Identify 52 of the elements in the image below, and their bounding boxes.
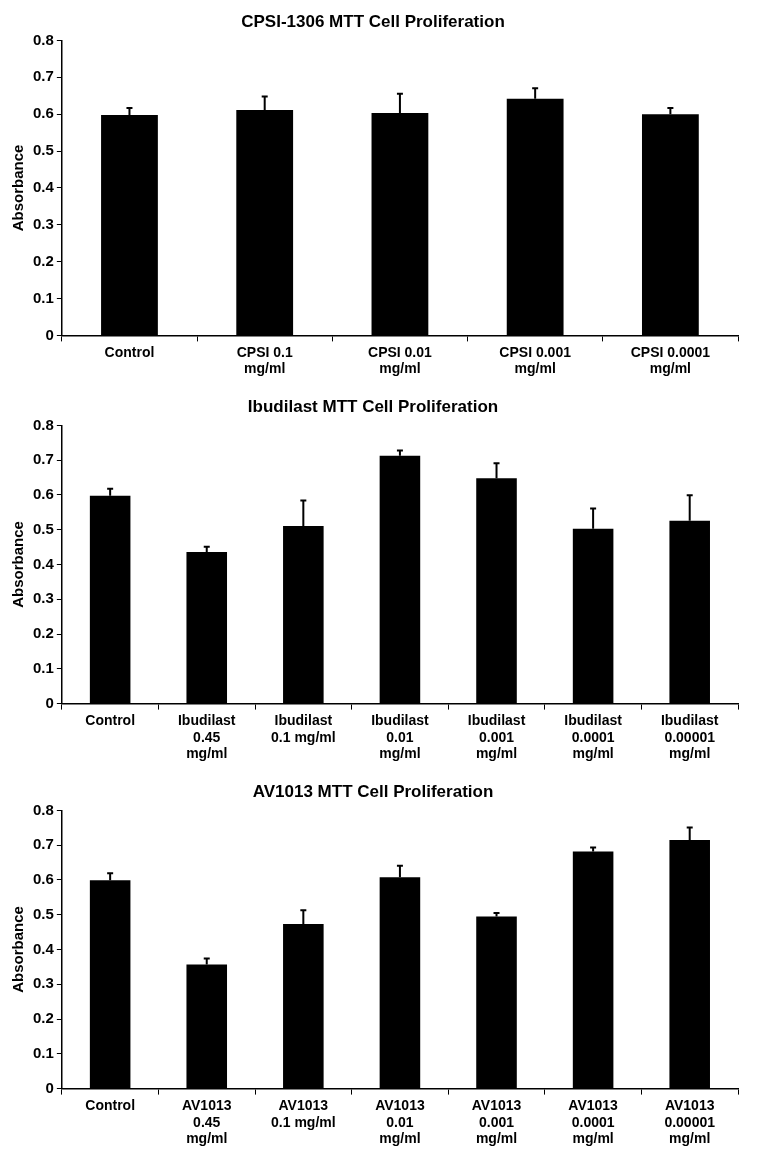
y-tick-label: 0.1 xyxy=(32,658,54,676)
x-tick-label: Ibudilast 0.01 mg/ml xyxy=(371,711,430,762)
y-tick-label: 0.7 xyxy=(32,67,54,85)
y-tick-label: 0.5 xyxy=(32,904,54,922)
x-tick-label: Ibudilast 0.45 mg/ml xyxy=(177,711,236,762)
y-tick-label: 0.8 xyxy=(32,30,54,48)
y-tick-label: 0.4 xyxy=(32,554,55,572)
y-tick-label: 0.6 xyxy=(32,104,54,122)
y-tick-label: 0.6 xyxy=(32,485,54,503)
chart-title: AV1013 MTT Cell Proliferation xyxy=(252,781,494,801)
y-tick-label: 0.7 xyxy=(32,835,54,853)
y-tick-label: 0.1 xyxy=(32,1043,54,1061)
y-tick-label: 0.3 xyxy=(32,589,54,607)
x-tick-label: AV1013 0.0001 mg/ml xyxy=(568,1096,619,1147)
x-tick-label: CPSI 0.0001 mg/ml xyxy=(630,343,711,377)
y-tick-label: 0.2 xyxy=(32,251,54,269)
x-tick-label: CPSI 0.001 mg/ml xyxy=(499,343,572,377)
y-tick-label: 0.3 xyxy=(32,974,54,992)
y-tick-label: 0.4 xyxy=(32,178,55,196)
y-tick-label: 0.8 xyxy=(32,415,54,433)
x-tick-label: CPSI 0.01 mg/ml xyxy=(368,343,433,377)
y-tick-label: 0.3 xyxy=(32,214,54,232)
y-tick-label: 0.1 xyxy=(32,288,54,306)
y-axis-title: Absorbance xyxy=(9,521,27,608)
y-tick-label: 0.7 xyxy=(32,450,54,468)
x-tick-label: CPSI 0.1 mg/ml xyxy=(236,343,293,377)
x-tick-label: Control xyxy=(104,343,155,360)
y-tick-label: 0.4 xyxy=(32,939,55,957)
x-tick-label: Control xyxy=(85,711,136,728)
x-tick-label: Ibudilast 0.001 mg/ml xyxy=(467,711,526,762)
x-tick-label: AV1013 0.00001 mg/ml xyxy=(664,1096,716,1147)
x-tick-label: AV1013 0.01 mg/ml xyxy=(375,1096,425,1147)
x-tick-label: Ibudilast 0.0001 mg/ml xyxy=(564,711,623,762)
y-tick-label: 0 xyxy=(45,325,54,343)
y-tick-label: 0.5 xyxy=(32,519,54,537)
chart-title: CPSI-1306 MTT Cell Proliferation xyxy=(241,11,505,31)
x-tick-label: AV1013 0.1 mg/ml xyxy=(271,1096,336,1130)
x-tick-label: Ibudilast 0.1 mg/ml xyxy=(271,711,336,745)
x-tick-label: Ibudilast 0.00001 mg/ml xyxy=(660,711,719,762)
y-tick-label: 0.2 xyxy=(32,1009,54,1027)
y-tick-label: 0.2 xyxy=(32,624,54,642)
x-tick-label: AV1013 0.001 mg/ml xyxy=(471,1096,522,1147)
y-tick-label: 0 xyxy=(45,693,54,711)
x-tick-label: AV1013 0.45 mg/ml xyxy=(181,1096,232,1147)
y-axis-title: Absorbance xyxy=(9,144,27,232)
chart-title: Ibudilast MTT Cell Proliferation xyxy=(247,396,499,416)
y-tick-label: 0.8 xyxy=(32,800,54,818)
y-axis-title: Absorbance xyxy=(9,906,27,993)
y-tick-label: 0.5 xyxy=(32,141,54,159)
y-tick-label: 0.6 xyxy=(32,870,54,888)
x-tick-label: Control xyxy=(85,1096,136,1113)
y-tick-label: 0 xyxy=(45,1078,54,1096)
